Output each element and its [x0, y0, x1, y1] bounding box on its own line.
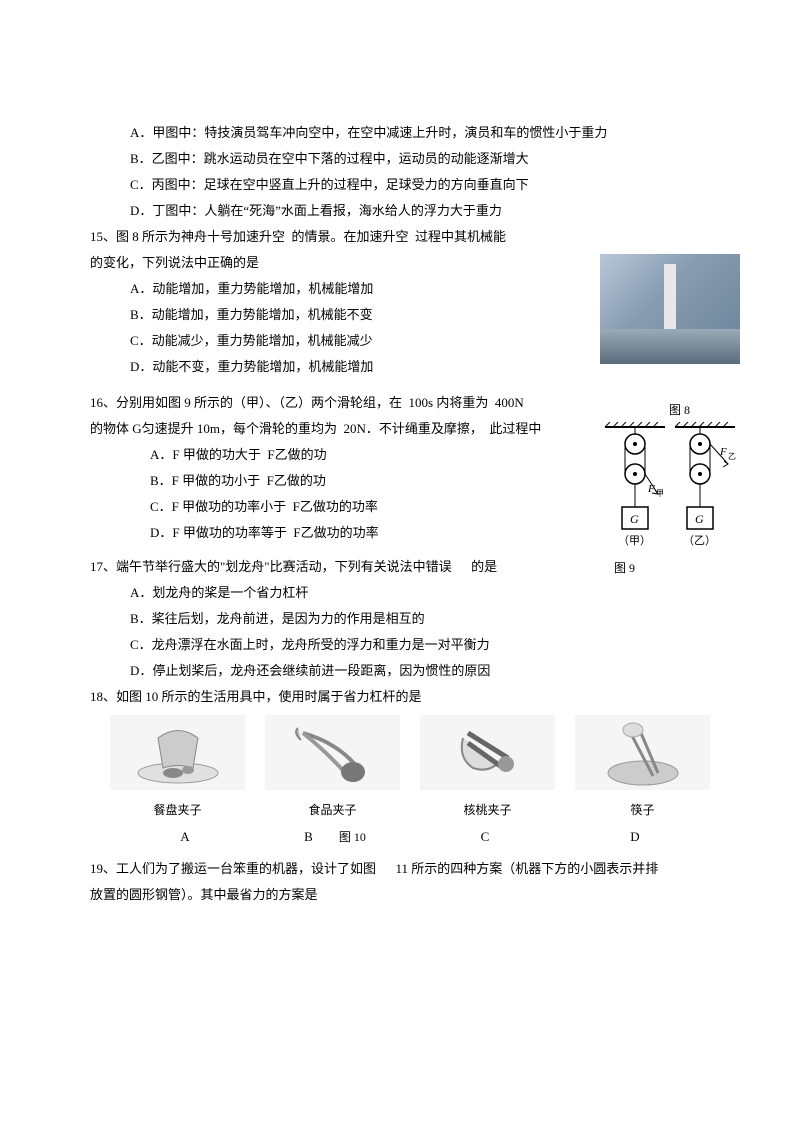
q17-option-a: A．划龙舟的桨是一个省力杠杆: [90, 580, 710, 606]
option-part: F乙做功的功率: [293, 525, 378, 540]
option-label: C．: [130, 177, 152, 192]
stem-part: 11 所示的四种方案（机器下方的小圆表示并排: [396, 861, 659, 876]
q19-stem: 19、工人们为了搬运一台笨重的机器，设计了如图 11 所示的四种方案（机器下方的…: [90, 856, 710, 882]
option-part: 甲做的功小于: [182, 473, 260, 488]
svg-text:F: F: [647, 483, 655, 495]
label-b: B 图 10: [260, 824, 410, 850]
svg-text:G: G: [695, 512, 704, 526]
svg-text:G: G: [630, 512, 639, 526]
option-label: A．: [130, 125, 152, 140]
option-text: 丙图中：足球在空中竖直上升的过程中，足球受力的方向垂直向下: [152, 177, 529, 192]
svg-text:F: F: [719, 446, 727, 458]
svg-text:（甲）: （甲）: [618, 534, 651, 547]
stem-part: 16、分别用如图 9 所示的（甲）、（乙）两个滑轮组，在: [90, 395, 402, 410]
q17-option-c: C．龙舟漂浮在水面上时，龙舟所受的浮力和重力是一对平衡力: [90, 632, 710, 658]
svg-text:甲: 甲: [656, 489, 664, 498]
label-a: A: [110, 824, 260, 850]
q14-option-c: C．丙图中：足球在空中竖直上升的过程中，足球受力的方向垂直向下: [90, 172, 710, 198]
q15-stem: 15、图 8 所示为神舟十号加速升空 的情景。在加速升空 过程中其机械能: [90, 224, 710, 250]
stem-part: 的物体 G匀速提升 10m，每个滑轮的重均为: [90, 421, 337, 436]
tool-a-label: 餐盘夹子: [110, 798, 245, 822]
q14-option-b: B．乙图中：跳水运动员在空中下落的过程中，运动员的动能逐渐增大: [90, 146, 710, 172]
option-part: 甲做功的功率等于: [183, 525, 287, 540]
label-c: C: [410, 824, 560, 850]
label-d: D: [560, 824, 710, 850]
stem-part: 17、端午节举行盛大的"划龙舟"比赛活动，下列有关说法中错误: [90, 559, 452, 574]
tool-d-image: [575, 715, 710, 790]
tool-b: 食品夹子: [265, 715, 400, 822]
q17-option-d: D．停止划桨后，龙舟还会继续前进一段距离，因为惯性的原因: [90, 658, 710, 684]
option-part: 甲做功的功率小于: [182, 499, 286, 514]
stem-part: 20N．不计绳重及摩擦，: [344, 421, 483, 436]
tool-b-label: 食品夹子: [265, 798, 400, 822]
option-part: F乙做的功: [267, 447, 326, 462]
tool-d-label: 筷子: [575, 798, 710, 822]
svg-text:乙: 乙: [728, 452, 736, 461]
tool-c-label: 核桃夹子: [420, 798, 555, 822]
option-part: 甲做的功大于: [183, 447, 261, 462]
pulley-diagram: F甲 G （甲） F乙 G （乙）: [600, 422, 740, 562]
tools-image-row: 餐盘夹子 食品夹子 核桃夹子: [90, 710, 710, 822]
q14-option-d: D．丁图中：人躺在“死海”水面上看报，海水给人的浮力大于重力: [90, 198, 710, 224]
option-label: B．: [130, 151, 152, 166]
rocket-image: [600, 254, 740, 364]
q17-option-b: B．桨往后划，龙舟前进，是因为力的作用是相互的: [90, 606, 710, 632]
figure-9-caption: 图 9: [614, 556, 635, 580]
figure-10-caption: 图 10: [339, 830, 366, 844]
stem-part: 过程中其机械能: [415, 229, 506, 244]
option-part: F乙做的功: [267, 473, 326, 488]
stem-part: 的情景。在加速升空: [292, 229, 409, 244]
tool-b-image: [265, 715, 400, 790]
option-part: F乙做功的功率: [293, 499, 378, 514]
q14-option-a: A．甲图中：特技演员驾车冲向空中，在空中减速上升时，演员和车的惯性小于重力: [90, 120, 710, 146]
option-text: 丁图中：人躺在“死海”水面上看报，海水给人的浮力大于重力: [152, 203, 502, 218]
stem-part: 此过程中: [489, 421, 541, 436]
q18-stem: 18、如图 10 所示的生活用具中，使用时属于省力杠杆的是: [90, 684, 710, 710]
stem-part: 100s 内将重为: [409, 395, 489, 410]
tool-d: 筷子: [575, 715, 710, 822]
option-part: A．F: [150, 447, 180, 462]
q16-stem: 16、分别用如图 9 所示的（甲）、（乙）两个滑轮组，在 100s 内将重为 4…: [90, 390, 710, 416]
option-part: D．F: [150, 525, 180, 540]
q19-stem2: 放置的圆形钢管）。其中最省力的方案是: [90, 882, 710, 908]
option-text: 乙图中：跳水运动员在空中下落的过程中，运动员的动能逐渐增大: [152, 151, 529, 166]
stem-part: 19、工人们为了搬运一台笨重的机器，设计了如图: [90, 861, 376, 876]
option-part: C．F: [150, 499, 179, 514]
option-text: 甲图中：特技演员驾车冲向空中，在空中减速上升时，演员和车的惯性小于重力: [152, 125, 607, 140]
svg-text:（乙）: （乙）: [683, 534, 716, 547]
option-label: D．: [130, 203, 152, 218]
tool-c: 核桃夹子: [420, 715, 555, 822]
figure-8-caption: 图 8: [669, 398, 690, 422]
stem-part: 的是: [471, 559, 497, 574]
q18-abcd-row: A B 图 10 C D: [90, 824, 710, 850]
stem-part: 15、图 8 所示为神舟十号加速升空: [90, 229, 285, 244]
option-part: B．F: [150, 473, 179, 488]
tool-a: 餐盘夹子: [110, 715, 245, 822]
tool-a-image: [110, 715, 245, 790]
stem-part: 400N: [495, 395, 524, 410]
tool-c-image: [420, 715, 555, 790]
